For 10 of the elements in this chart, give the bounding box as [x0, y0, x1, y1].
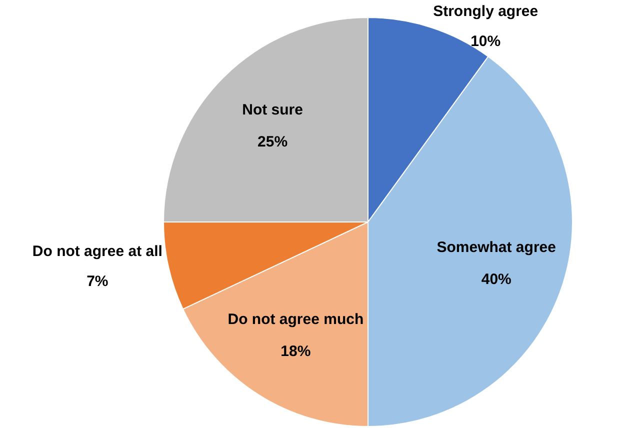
data-label: 40% — [481, 270, 512, 288]
data-label: 7% — [86, 273, 108, 290]
slice-label: Somewhat agree — [436, 238, 556, 256]
slice-label: Not sure — [242, 102, 303, 119]
slice-label: Do not agree at all — [32, 243, 162, 260]
slice-label: Strongly agree — [433, 3, 538, 20]
data-label: 18% — [280, 343, 311, 360]
data-label: 10% — [470, 33, 501, 50]
data-label: 25% — [258, 134, 288, 151]
slice-label: Do not agree much — [228, 311, 364, 328]
